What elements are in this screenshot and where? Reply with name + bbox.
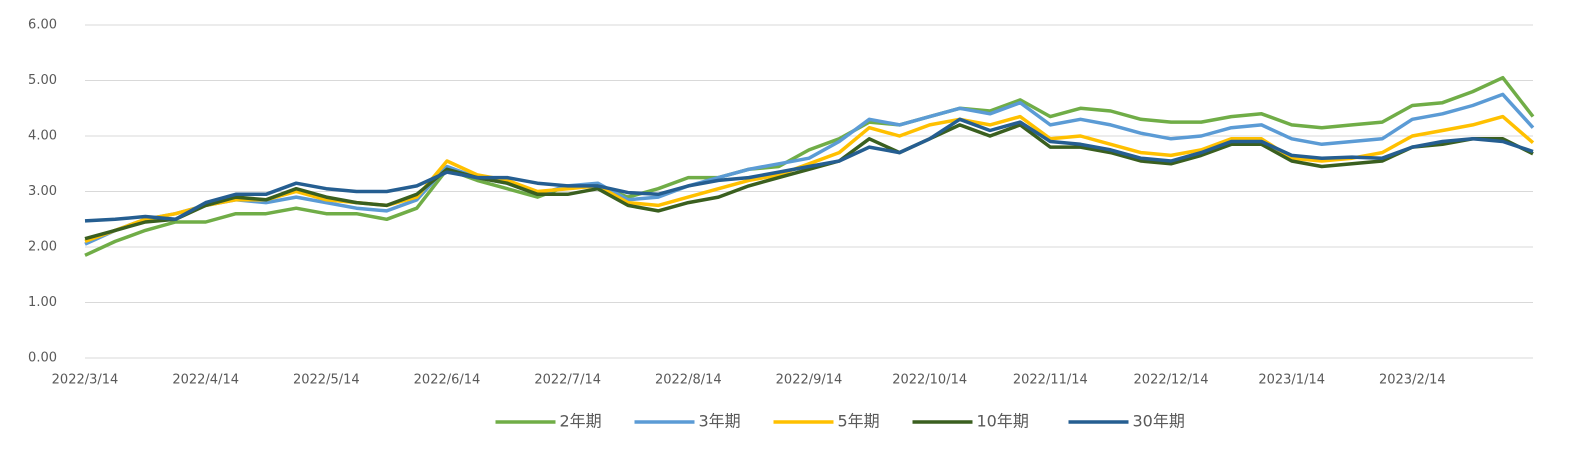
series-line xyxy=(84,123,1534,241)
y-tick-label: 5.00 xyxy=(28,73,57,88)
y-tick-label: 6.00 xyxy=(28,18,57,33)
series-line xyxy=(84,117,1534,223)
x-tick-label: 2022/4/14 xyxy=(172,373,239,388)
x-tick-label: 2022/3/14 xyxy=(52,373,119,388)
series-line xyxy=(84,114,1535,244)
x-tick-label: 2022/10/14 xyxy=(892,373,967,388)
y-tick-label: 2.00 xyxy=(28,240,57,255)
y-tick-label: 3.00 xyxy=(28,184,57,199)
legend: 2年期 3年期 5年期 10年期 30年期 xyxy=(495,412,1185,431)
x-tick-label: 2022/8/14 xyxy=(655,373,722,388)
series-line xyxy=(84,92,1535,246)
legend-label: 10年期 xyxy=(977,412,1029,431)
y-tick-label: 0.00 xyxy=(28,351,57,366)
legend-label: 30年期 xyxy=(1133,412,1185,431)
x-tick-label: 2022/7/14 xyxy=(534,373,601,388)
legend-label: 3年期 xyxy=(699,412,741,431)
legend-label: 5年期 xyxy=(838,412,880,431)
x-tick-label: 2022/5/14 xyxy=(293,373,360,388)
x-tick-label: 2022/9/14 xyxy=(776,373,843,388)
y-tick-label: 1.00 xyxy=(28,295,57,310)
x-tick-label: 2023/1/14 xyxy=(1258,373,1325,388)
series-line xyxy=(84,75,1535,257)
x-tick-label: 2022/11/14 xyxy=(1013,373,1088,388)
y-tick-label: 4.00 xyxy=(28,129,57,144)
legend-label: 2年期 xyxy=(560,412,602,431)
x-tick-label: 2023/2/14 xyxy=(1379,373,1446,388)
x-tick-label: 2022/12/14 xyxy=(1134,373,1209,388)
x-tick-label: 2022/6/14 xyxy=(414,373,481,388)
